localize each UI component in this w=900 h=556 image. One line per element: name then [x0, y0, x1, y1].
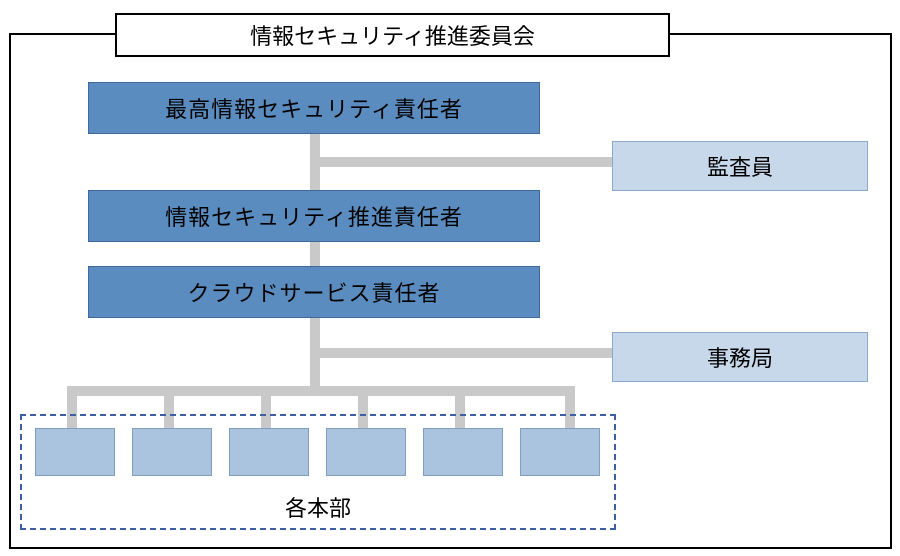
main-box-promo: 情報セキュリティ推進責任者 [88, 190, 540, 242]
title-box: 情報セキュリティ推進委員会 [115, 13, 670, 57]
side-box-auditor: 監査員 [612, 141, 868, 191]
dept-box-3 [326, 428, 406, 476]
dept-box-1 [132, 428, 212, 476]
main-box-cloud: クラウドサービス責任者 [88, 266, 540, 318]
side-box-office: 事務局 [612, 332, 868, 382]
org-chart-diagram: 情報セキュリティ推進委員会最高情報セキュリティ責任者情報セキュリティ推進責任者ク… [0, 0, 900, 556]
main-box-ciso: 最高情報セキュリティ責任者 [88, 82, 540, 134]
dept-box-2 [229, 428, 309, 476]
dept-box-4 [423, 428, 503, 476]
dept-group-label: 各本部 [20, 490, 616, 524]
dept-box-5 [520, 428, 600, 476]
dept-box-0 [35, 428, 115, 476]
